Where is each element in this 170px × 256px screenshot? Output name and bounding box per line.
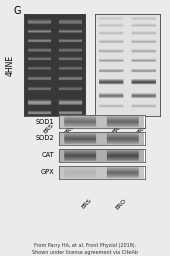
Text: SOD2: SOD2	[36, 135, 54, 142]
Text: ERS: ERS	[81, 198, 93, 210]
Text: 4HNE: 4HNE	[6, 55, 15, 76]
Text: CAT: CAT	[42, 152, 54, 158]
Text: ERO: ERO	[64, 123, 76, 135]
Text: OxyBlot: OxyBlot	[168, 50, 170, 80]
Text: SOD1: SOD1	[36, 119, 54, 125]
Text: ERO: ERO	[115, 198, 128, 211]
Text: ERO: ERO	[135, 123, 148, 135]
Text: G: G	[14, 6, 21, 16]
Text: ERS: ERS	[42, 123, 54, 135]
Text: GPX: GPX	[41, 169, 54, 175]
Text: From Parry HA, et al. Front Physiol (2019).
Shown under license agreement via Ci: From Parry HA, et al. Front Physiol (201…	[32, 243, 138, 255]
Text: ERS: ERS	[111, 123, 123, 135]
